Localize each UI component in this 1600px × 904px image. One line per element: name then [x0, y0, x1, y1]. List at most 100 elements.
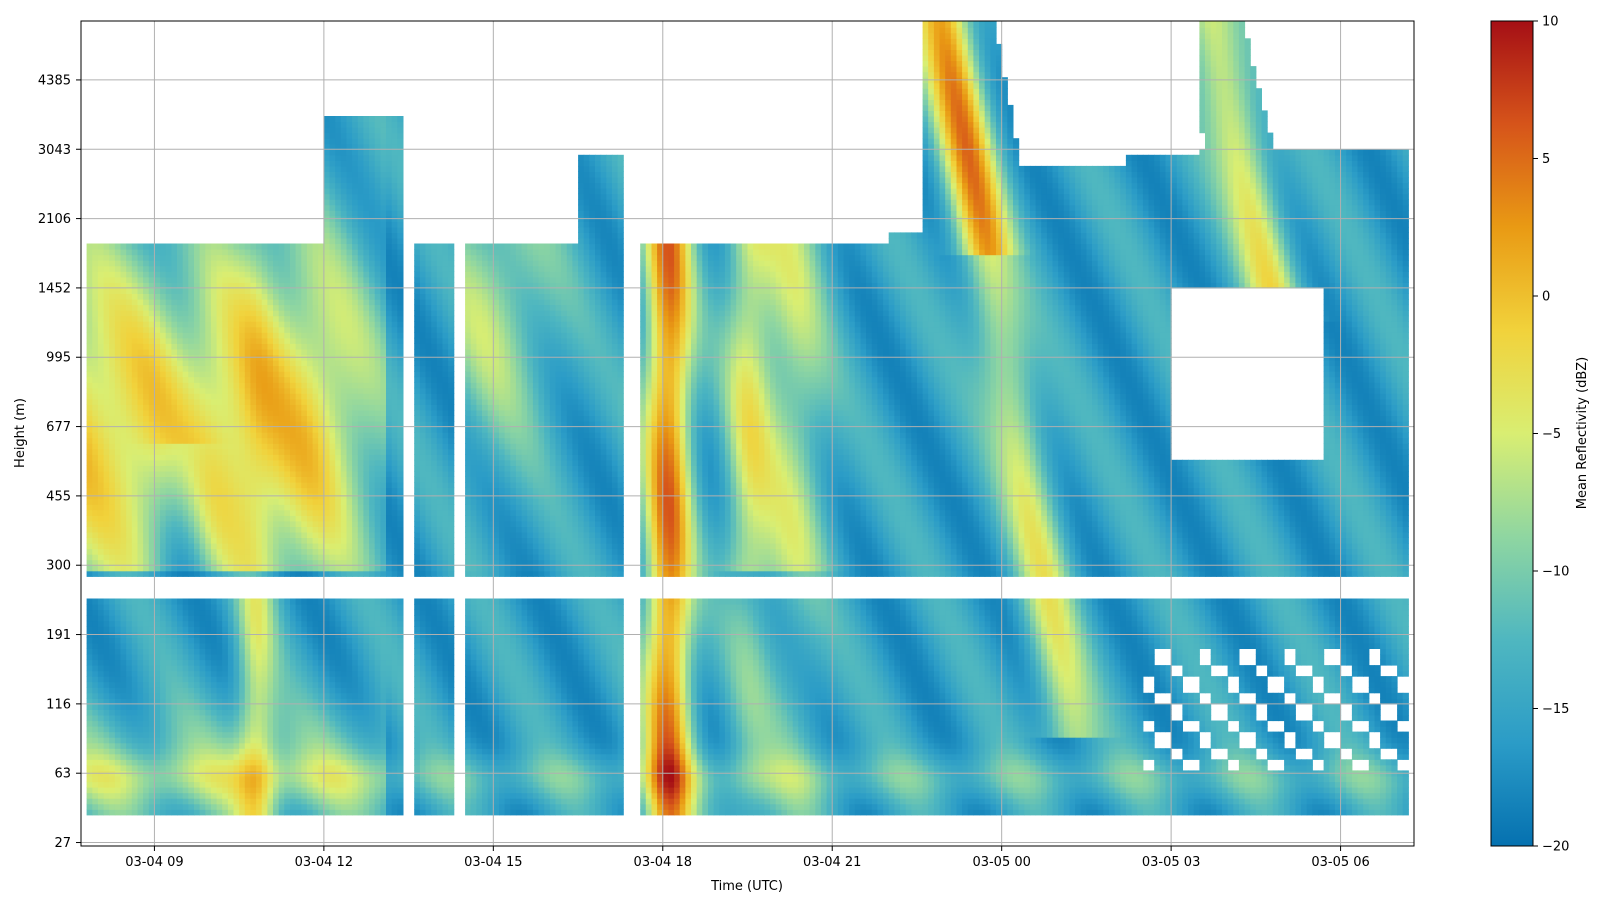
heatmap-cell: [352, 681, 359, 688]
heatmap-cell: [137, 470, 144, 477]
heatmap-cell: [165, 393, 172, 400]
heatmap-cell: [261, 548, 268, 555]
heatmap-cell: [120, 415, 127, 422]
heatmap-cell: [295, 332, 302, 339]
heatmap-cell: [295, 393, 302, 400]
heatmap-cell: [97, 260, 105, 267]
heatmap-cell: [109, 415, 116, 422]
heatmap-cell: [177, 243, 184, 250]
heatmap-cell: [177, 798, 184, 805]
heatmap-cell: [103, 642, 110, 649]
heatmap-cell: [165, 482, 172, 489]
heatmap-cell: [278, 476, 285, 483]
heatmap-cell: [182, 393, 189, 400]
heatmap-cell: [137, 670, 144, 677]
heatmap-cell: [290, 265, 297, 272]
heatmap-cell: [250, 609, 257, 616]
heatmap-cell: [97, 798, 105, 805]
heatmap-cell: [278, 703, 285, 710]
heatmap-cell: [273, 548, 280, 555]
heatmap-cell: [329, 598, 336, 605]
heatmap-cell: [278, 687, 285, 694]
heatmap-cell: [301, 748, 308, 755]
heatmap-cell: [346, 371, 353, 378]
heatmap-cell: [312, 299, 319, 306]
heatmap-cell: [352, 387, 359, 394]
heatmap-cell: [210, 626, 218, 633]
heatmap-cell: [357, 709, 364, 716]
heatmap-cell: [306, 537, 314, 544]
heatmap-cell: [188, 454, 195, 461]
heatmap-cell: [86, 365, 93, 372]
heatmap-cell: [295, 421, 302, 428]
heatmap-cell: [250, 282, 257, 289]
heatmap-cell: [114, 276, 122, 283]
heatmap-cell: [143, 726, 150, 733]
heatmap-cell: [160, 332, 167, 339]
heatmap-cell: [295, 315, 302, 322]
heatmap-cell: [250, 421, 257, 428]
heatmap-cell: [284, 482, 291, 489]
heatmap-cell: [227, 809, 235, 816]
heatmap-cell: [278, 454, 285, 461]
heatmap-cell: [160, 343, 167, 350]
heatmap-cell: [86, 465, 93, 472]
heatmap-cell: [86, 676, 93, 683]
heatmap-cell: [131, 609, 138, 616]
heatmap-cell: [329, 470, 336, 477]
heatmap-cell: [194, 393, 201, 400]
heatmap-cell: [244, 421, 251, 428]
heatmap-cell: [295, 276, 302, 283]
heatmap-cell: [357, 482, 364, 489]
heatmap-cell: [346, 531, 353, 538]
heatmap-cell: [295, 615, 302, 622]
heatmap-cell: [86, 476, 93, 483]
heatmap-cell: [357, 753, 364, 760]
heatmap-cell: [346, 415, 353, 422]
heatmap-cell: [352, 132, 359, 139]
heatmap-cell: [329, 287, 336, 294]
heatmap-cell: [92, 332, 99, 339]
heatmap-cell: [318, 781, 325, 788]
heatmap-cell: [199, 315, 206, 322]
heatmap-cell: [154, 249, 161, 256]
heatmap-cell: [340, 720, 347, 727]
heatmap-cell: [109, 709, 116, 716]
heatmap-cell: [233, 809, 240, 816]
heatmap-cell: [295, 348, 302, 355]
heatmap-cell: [295, 454, 302, 461]
heatmap-cell: [97, 299, 105, 306]
heatmap-cell: [148, 598, 155, 605]
heatmap-cell: [143, 421, 150, 428]
heatmap-cell: [340, 620, 347, 627]
heatmap-cell: [267, 720, 274, 727]
heatmap-cell: [323, 803, 331, 810]
heatmap-cell: [131, 654, 138, 661]
heatmap-cell: [216, 271, 223, 278]
heatmap-cell: [92, 681, 99, 688]
heatmap-cell: [244, 509, 251, 516]
heatmap-cell: [357, 310, 364, 317]
heatmap-cell: [295, 520, 302, 527]
heatmap-cell: [323, 249, 331, 256]
heatmap-cell: [148, 809, 155, 816]
heatmap-cell: [131, 382, 138, 389]
heatmap-cell: [335, 554, 342, 561]
heatmap-cell: [340, 537, 347, 544]
heatmap-cell: [154, 665, 161, 672]
heatmap-cell: [109, 293, 116, 300]
heatmap-cell: [273, 421, 280, 428]
heatmap-cell: [273, 337, 280, 344]
heatmap-cell: [131, 387, 138, 394]
heatmap-cell: [329, 759, 336, 766]
heatmap-cell: [109, 243, 116, 250]
heatmap-cell: [97, 781, 105, 788]
heatmap-cell: [357, 648, 364, 655]
heatmap-cell: [273, 249, 280, 256]
heatmap-cell: [340, 809, 347, 816]
heatmap-cell: [171, 476, 178, 483]
heatmap-cell: [216, 382, 223, 389]
heatmap-cell: [267, 759, 274, 766]
heatmap-cell: [126, 654, 133, 661]
heatmap-cell: [188, 337, 195, 344]
